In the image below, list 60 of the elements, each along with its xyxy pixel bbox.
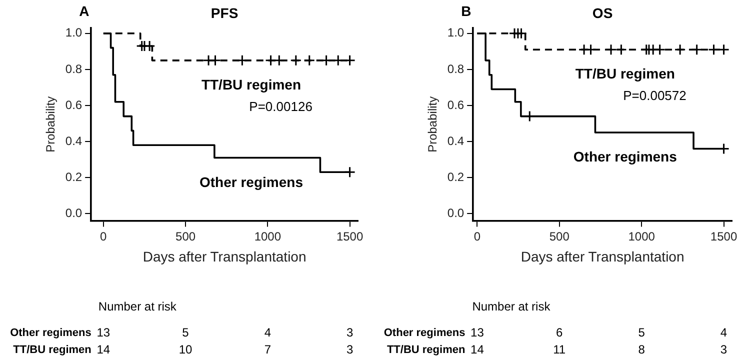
point bbox=[718, 44, 730, 56]
y-tick-label: 0.4 bbox=[447, 134, 464, 148]
point bbox=[290, 54, 302, 66]
y-tick-label: 0.2 bbox=[447, 170, 464, 184]
y-tick-label: 0.2 bbox=[65, 170, 82, 184]
chart-title: OS bbox=[592, 4, 613, 21]
point bbox=[615, 44, 627, 56]
text: TT/BU regimen bbox=[386, 344, 466, 356]
text: 11 bbox=[553, 342, 566, 356]
text: 10 bbox=[178, 342, 193, 356]
x-axis-title: Days after Transplantation bbox=[142, 248, 306, 264]
x-tick-label: 0 bbox=[474, 229, 481, 244]
text: TT/BU regimen bbox=[13, 344, 92, 356]
text: 13 bbox=[96, 325, 110, 340]
text: 3 bbox=[346, 325, 354, 340]
series-label: Other regimens bbox=[573, 148, 678, 165]
text: 5 bbox=[182, 325, 190, 340]
y-tick-label: 1.0 bbox=[65, 26, 82, 40]
y-tick-label: 0.0 bbox=[447, 206, 464, 220]
y-tick-label: 1.0 bbox=[447, 26, 464, 40]
y-axis-title: Probability bbox=[426, 96, 440, 152]
series-label: Other regimens bbox=[199, 174, 304, 190]
y-tick-label: 0.4 bbox=[65, 134, 82, 148]
y-axis-title: Probability bbox=[44, 96, 58, 152]
text: 3 bbox=[720, 342, 728, 356]
x-axis-title: Days after Transplantation bbox=[520, 248, 684, 264]
annotation: P=0.00572 bbox=[623, 88, 686, 104]
series-label: TT/BU regimen bbox=[201, 76, 302, 93]
text: Other regimens bbox=[10, 327, 92, 340]
text: 5 bbox=[638, 325, 646, 340]
y-tick-label: 0.8 bbox=[65, 62, 82, 76]
text: 6 bbox=[556, 325, 564, 340]
x-tick-label: 1500 bbox=[710, 229, 738, 244]
y-tick-label: 0.6 bbox=[447, 98, 464, 112]
text: A bbox=[79, 2, 90, 19]
text: 13 bbox=[470, 325, 484, 340]
text: 4 bbox=[264, 325, 272, 340]
x-tick-label: 1500 bbox=[336, 229, 364, 244]
text: Number at risk bbox=[472, 299, 552, 314]
x-tick-label: 500 bbox=[176, 229, 196, 244]
text: 14 bbox=[96, 342, 110, 356]
text: 3 bbox=[346, 342, 354, 356]
text: 14 bbox=[470, 342, 484, 356]
text: 7 bbox=[264, 342, 272, 356]
point bbox=[674, 44, 686, 56]
x-tick-label: 1000 bbox=[254, 229, 282, 244]
y-tick-label: 0.0 bbox=[65, 206, 82, 220]
chart-title: PFS bbox=[210, 4, 238, 21]
x-tick-label: 500 bbox=[549, 229, 570, 244]
y-tick-label: 0.8 bbox=[447, 62, 464, 76]
annotation: P=0.00126 bbox=[249, 98, 312, 114]
y-tick-label: 0.6 bbox=[65, 98, 82, 112]
x-tick-label: 0 bbox=[100, 229, 108, 244]
x-tick-label: 1000 bbox=[628, 229, 656, 244]
text: Number at risk bbox=[98, 299, 178, 314]
text: 4 bbox=[720, 325, 728, 340]
text: Other regimens bbox=[384, 327, 466, 340]
text: 8 bbox=[638, 342, 646, 356]
text: B bbox=[461, 2, 472, 19]
series-label: TT/BU regimen bbox=[575, 66, 675, 82]
